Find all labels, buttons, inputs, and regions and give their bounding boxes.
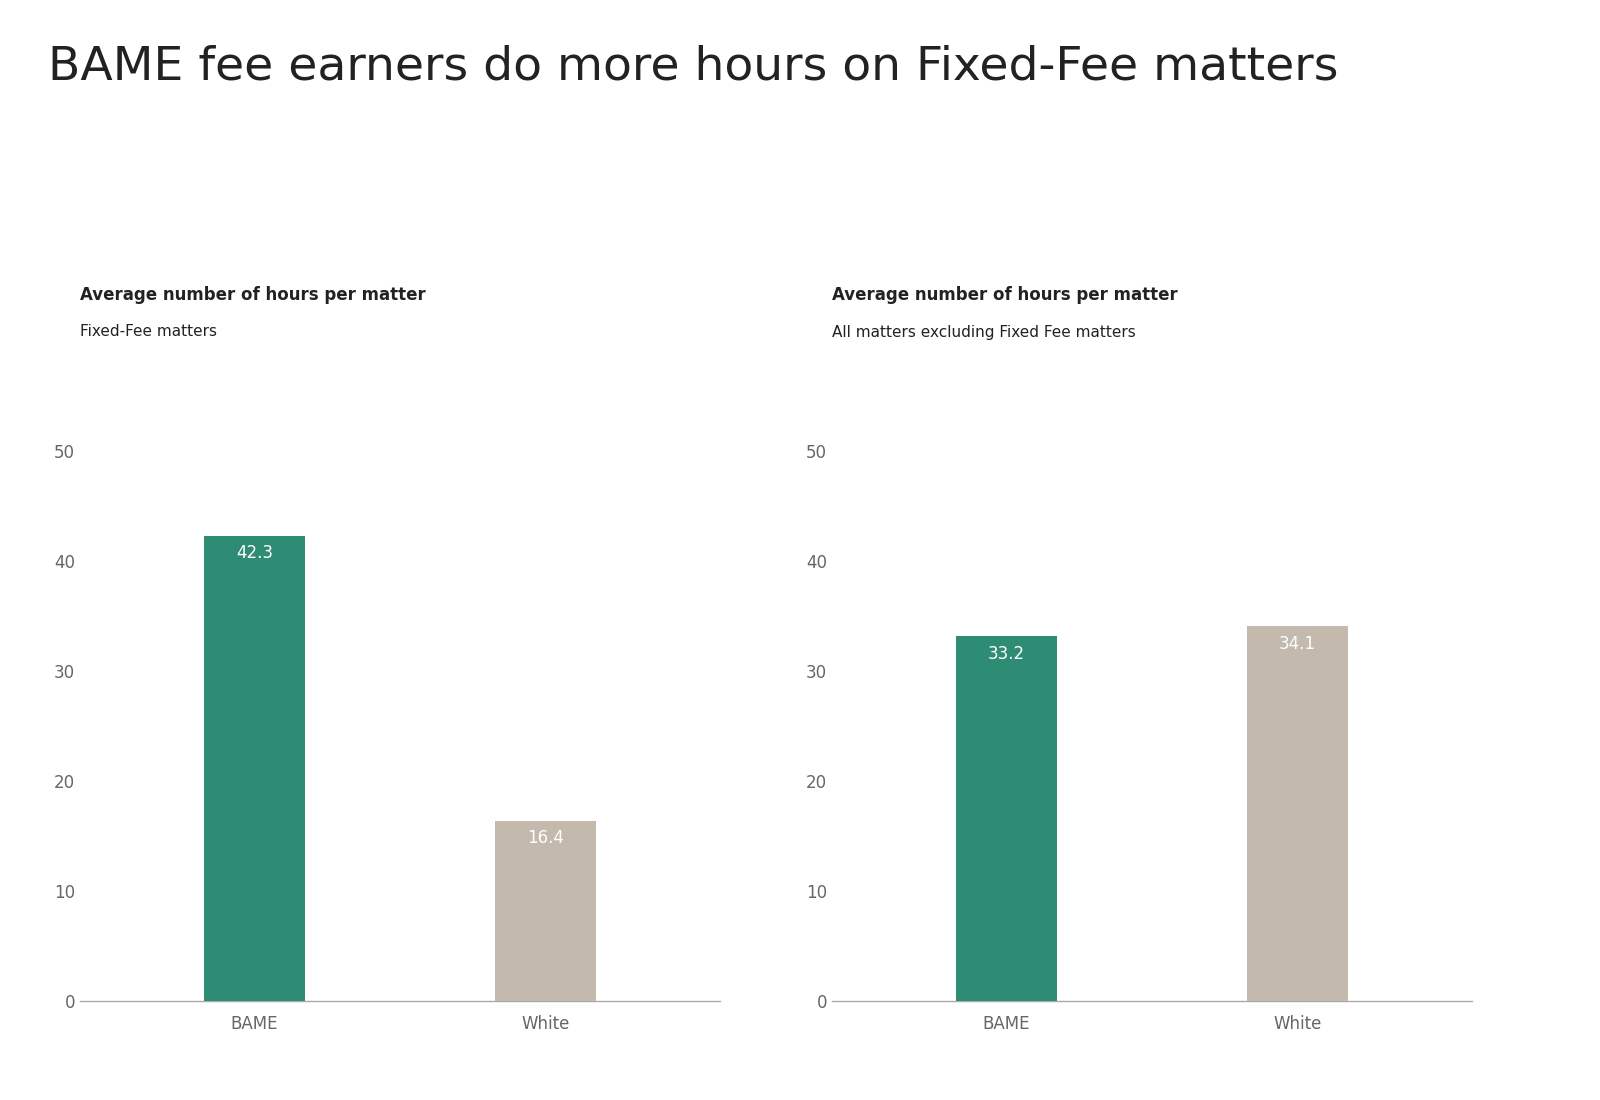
Text: All matters excluding Fixed Fee matters: All matters excluding Fixed Fee matters	[832, 324, 1136, 340]
Text: Average number of hours per matter: Average number of hours per matter	[832, 286, 1178, 304]
Text: 42.3: 42.3	[237, 544, 274, 562]
Text: BAME fee earners do more hours on Fixed-Fee matters: BAME fee earners do more hours on Fixed-…	[48, 44, 1338, 89]
Bar	[494, 821, 597, 1001]
Text: 16.4: 16.4	[526, 829, 563, 847]
Text: 34.1: 34.1	[1278, 635, 1315, 652]
Text: 33.2: 33.2	[987, 645, 1026, 662]
Text: Average number of hours per matter: Average number of hours per matter	[80, 286, 426, 304]
Text: Fixed-Fee matters: Fixed-Fee matters	[80, 324, 218, 340]
Bar	[1246, 626, 1349, 1001]
Bar	[955, 636, 1058, 1001]
Bar	[203, 536, 306, 1001]
